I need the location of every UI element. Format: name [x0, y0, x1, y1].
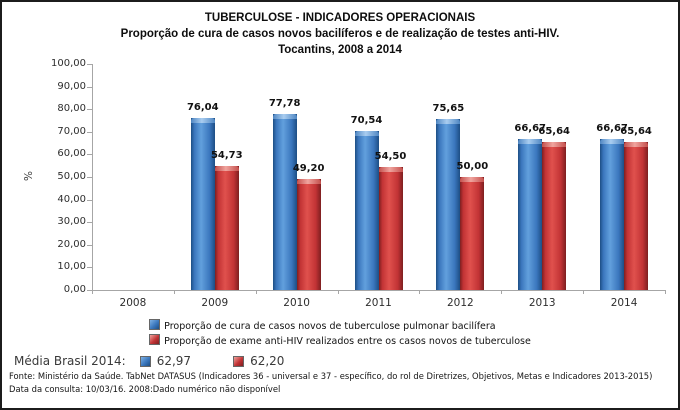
data-label-red-2009: 54,73 [210, 150, 243, 162]
y-axis-tick [87, 199, 92, 201]
source-note: Fonte: Ministério da Saúde. TabNet DATAS… [9, 371, 653, 381]
data-label-blue-2009: 76,04 [186, 102, 219, 114]
data-label-blue-2010: 77,78 [268, 98, 301, 110]
x-axis-tick [92, 290, 93, 294]
x-axis-category-label: 2009 [201, 297, 229, 309]
x-axis-category-label: 2014 [610, 297, 638, 309]
y-axis-tick-label: 90,00 [57, 80, 86, 92]
media-brasil-red: 62,20 [233, 354, 284, 368]
consultation-date-note: Data da consulta: 10/03/16. 2008:Dado nu… [9, 384, 281, 394]
data-label-blue-2012: 75,65 [432, 103, 465, 115]
bar-blue-2014 [600, 139, 625, 290]
x-axis-tick [501, 290, 503, 294]
media-value-red: 62,20 [250, 354, 285, 368]
legend-label-antihiv: Proporção de exame anti-HIV realizados e… [164, 336, 531, 347]
data-label-red-2014: 65,64 [620, 125, 652, 137]
bar-red-2011 [378, 166, 403, 290]
chart-subtitle-region: Tocantins, 2008 a 2014 [278, 44, 402, 56]
y-axis-tick [87, 267, 92, 269]
y-axis-tick [87, 86, 92, 88]
media-swatch-blue-icon [139, 355, 151, 367]
data-label-red-2012: 50,00 [456, 161, 489, 172]
x-axis-tick [337, 290, 339, 294]
y-axis-tick-label: 10,00 [57, 261, 86, 273]
y-axis-tick [87, 177, 92, 178]
bar-blue-2013 [518, 139, 543, 290]
y-axis-tick [87, 64, 92, 65]
media-brasil-row: Média Brasil 2014: 62,97 62,20 [14, 354, 284, 368]
legend-swatch-blue-icon [149, 319, 161, 330]
legend-item-antihiv: Proporção de exame anti-HIV realizados e… [149, 334, 531, 349]
bar-blue-2011 [354, 130, 379, 290]
x-axis-category-label: 2011 [365, 297, 392, 309]
data-label-red-2011: 54,50 [374, 150, 407, 162]
x-axis-line [92, 290, 665, 291]
media-brasil-blue: 62,97 [139, 354, 192, 368]
title-block: TUBERCULOSE - INDICADORES OPERACIONAIS P… [2, 10, 678, 58]
x-axis-tick [665, 290, 666, 294]
y-axis-tick [87, 244, 92, 246]
bar-red-2010 [296, 178, 321, 290]
bar-red-2009 [214, 166, 239, 290]
y-axis-tick-label: 0,00 [63, 284, 86, 295]
legend: Proporção de cura de casos novos de tube… [2, 319, 678, 349]
x-axis-tick [173, 290, 175, 294]
data-label-blue-2013: 66,67 [514, 123, 547, 135]
x-axis-category-label: 2013 [528, 297, 556, 309]
bar-blue-2009 [190, 118, 215, 290]
media-value-blue: 62,97 [156, 354, 192, 368]
x-axis-category-label: 2012 [446, 297, 474, 309]
media-brasil-label: Média Brasil 2014: [14, 354, 126, 368]
y-axis-tick-label: 50,00 [57, 171, 86, 182]
media-swatch-red-icon [233, 355, 245, 367]
chart-subtitle: Proporção de cura de casos novos bacilíf… [120, 28, 560, 40]
data-label-blue-2011: 70,54 [350, 114, 383, 126]
x-axis-category-label: 2008 [119, 297, 147, 309]
data-label-blue-2014: 66,67 [596, 123, 628, 135]
x-axis-tick [583, 290, 585, 294]
y-axis-tick [87, 222, 92, 224]
y-axis-line [92, 64, 93, 290]
y-axis-tick-label: 80,00 [57, 103, 86, 115]
legend-item-cura: Proporção de cura de casos novos de tube… [149, 319, 531, 334]
y-axis-tick [87, 131, 92, 133]
y-axis-tick [87, 109, 92, 111]
chart-title: TUBERCULOSE - INDICADORES OPERACIONAIS [204, 12, 476, 24]
bar-red-2013 [542, 141, 567, 290]
y-axis-tick [87, 154, 92, 156]
y-axis-tick [87, 290, 92, 291]
bar-blue-2010 [272, 114, 297, 290]
legend-label-cura: Proporção de cura de casos novos de tube… [164, 321, 496, 332]
y-axis-tick-label: 20,00 [57, 238, 86, 250]
x-axis-category-label: 2010 [283, 297, 310, 309]
bar-red-2012 [460, 177, 485, 290]
bar-red-2014 [624, 141, 649, 290]
y-axis-tick-label: 40,00 [57, 193, 86, 205]
x-axis-tick [255, 290, 257, 294]
legend-swatch-red-icon [149, 334, 161, 345]
x-axis-tick [419, 290, 421, 294]
bar-blue-2012 [436, 119, 461, 290]
y-axis-tick-label: 30,00 [57, 216, 86, 228]
y-axis-tick-label: 60,00 [57, 148, 86, 160]
y-axis-tick-label: 70,00 [57, 125, 86, 137]
data-label-red-2013: 65,64 [538, 125, 571, 137]
y-axis-tick-label: 100,00 [51, 58, 86, 69]
data-label-red-2010: 49,20 [292, 162, 325, 174]
